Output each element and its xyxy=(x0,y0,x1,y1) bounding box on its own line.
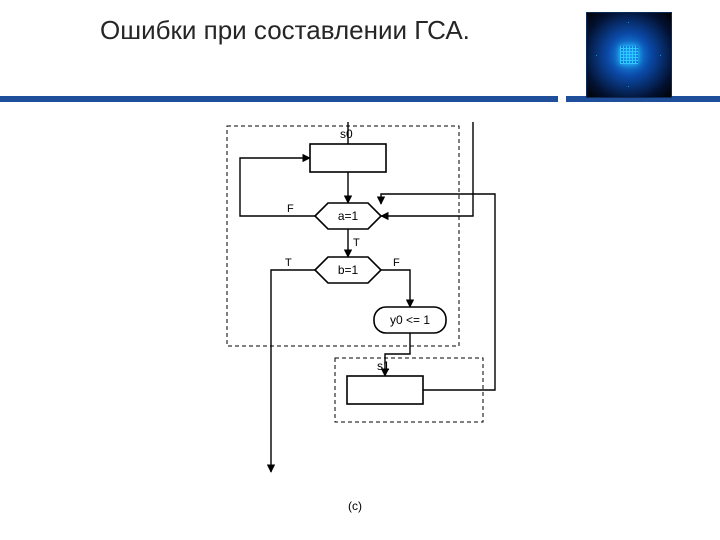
header-rule-gap xyxy=(558,96,566,102)
edge-b-false-to-y0 xyxy=(381,270,410,307)
edge-label-b-true: T xyxy=(285,257,292,269)
header-chip-image xyxy=(586,12,672,98)
figure-caption: (c) xyxy=(348,499,362,513)
edge-a-false-loop xyxy=(240,158,315,216)
edge-label-b-false: F xyxy=(393,257,400,269)
edge-b-true-exit xyxy=(271,270,315,472)
decision-a-label: a=1 xyxy=(338,209,359,223)
action-y0-label: y0 <= 1 xyxy=(390,313,430,327)
state-label-s1: s1 xyxy=(377,359,390,373)
decision-b-label: b=1 xyxy=(338,263,359,277)
flowchart-svg: s0 a=1 b=1 y0 <= 1 s1 F T F T (c) xyxy=(185,122,525,522)
state-box-s0 xyxy=(310,144,386,172)
edge-label-a-true: T xyxy=(353,237,360,249)
flowchart-diagram: s0 a=1 b=1 y0 <= 1 s1 F T F T (c) xyxy=(185,122,525,522)
edge-label-a-false: F xyxy=(287,203,294,215)
state-box-s1 xyxy=(347,376,423,404)
slide-title: Ошибки при составлении ГСА. xyxy=(100,14,520,47)
edge-s1-loop-to-a xyxy=(381,194,495,390)
slide: Ошибки при составлении ГСА. xyxy=(0,0,720,540)
state-label-s0: s0 xyxy=(340,127,353,141)
